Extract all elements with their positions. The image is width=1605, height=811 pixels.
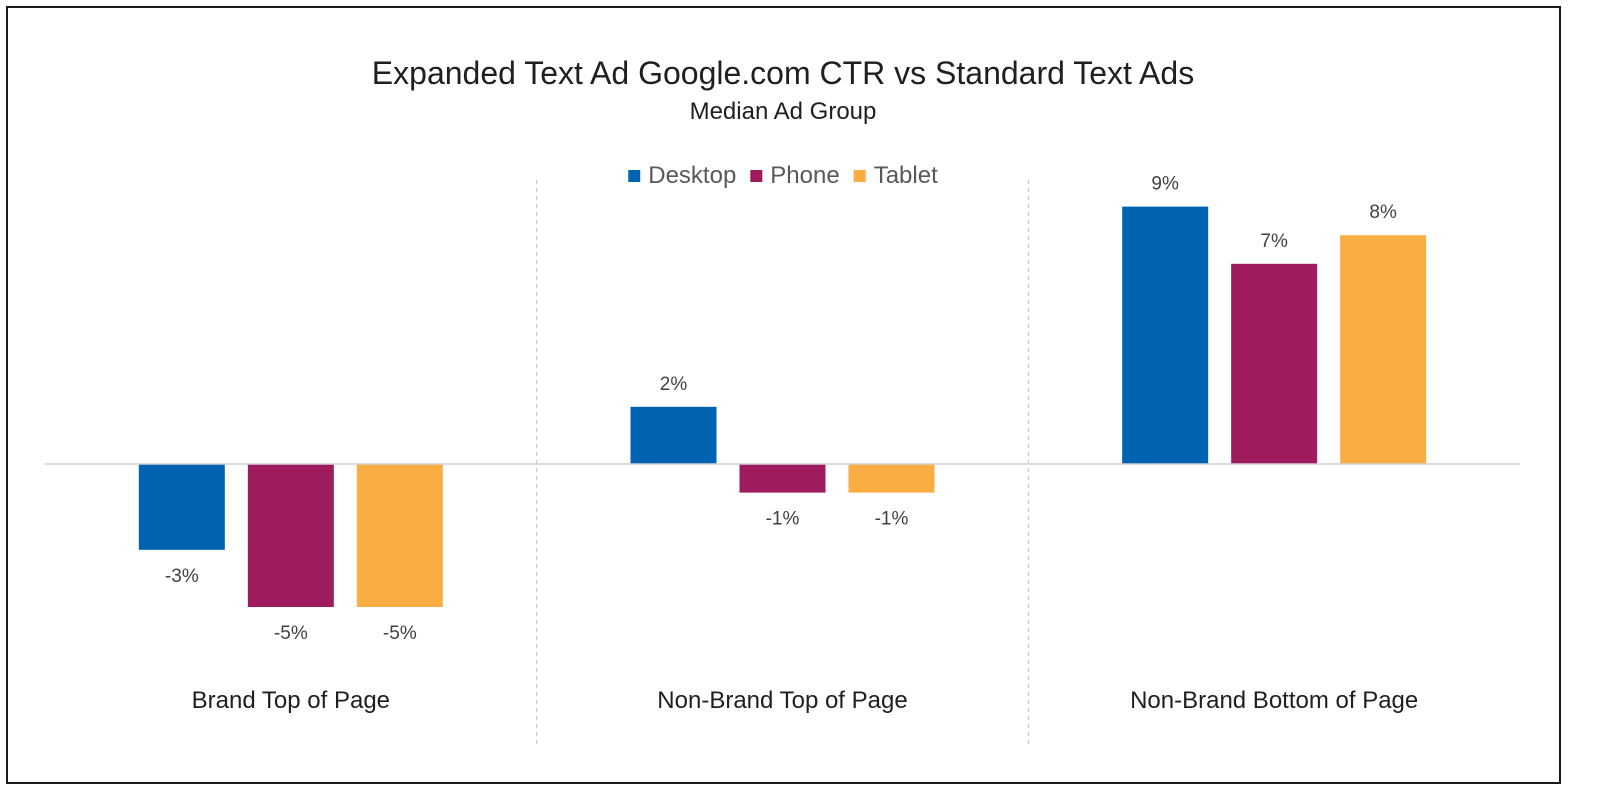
data-label-desktop-brand-top-of-page: -3% <box>165 566 199 587</box>
legend-item-desktop: Desktop <box>628 162 736 189</box>
legend-swatch-desktop <box>628 170 641 182</box>
bar-tablet-non-brand-bottom-of-page <box>1340 235 1427 464</box>
chart-title: Expanded Text Ad Google.com CTR vs Stand… <box>372 55 1194 91</box>
chart-subtitle: Median Ad Group <box>690 98 877 125</box>
legend: Desktop Phone Tablet <box>628 162 938 189</box>
data-label-tablet-non-brand-bottom-of-page: 8% <box>1369 202 1397 223</box>
bar-desktop-brand-top-of-page <box>138 464 225 550</box>
data-label-tablet-non-brand-top-of-page: -1% <box>875 509 909 530</box>
legend-item-tablet: Tablet <box>853 162 938 189</box>
data-label-desktop-non-brand-top-of-page: 2% <box>660 374 688 395</box>
bar-tablet-non-brand-top-of-page <box>848 464 935 493</box>
bar-phone-non-brand-top-of-page <box>739 464 826 493</box>
category-dividers <box>536 180 1029 745</box>
data-label-desktop-non-brand-bottom-of-page: 9% <box>1151 174 1179 195</box>
bar-phone-brand-top-of-page <box>247 464 334 607</box>
data-label-phone-non-brand-bottom-of-page: 7% <box>1260 231 1288 252</box>
legend-label-desktop: Desktop <box>648 162 736 189</box>
bar-tablet-brand-top-of-page <box>356 464 443 607</box>
category-label-brand-top-of-page: Brand Top of Page <box>192 687 390 714</box>
bar-desktop-non-brand-top-of-page <box>630 406 717 464</box>
data-labels: -3% -5% -5% 2% -1% -1% 9% 7% 8% <box>165 174 1397 644</box>
bar-phone-non-brand-bottom-of-page <box>1231 263 1318 464</box>
bars <box>138 206 1427 607</box>
category-labels: Brand Top of Page Non-Brand Top of Page No… <box>192 687 1419 714</box>
legend-item-phone: Phone <box>750 162 840 189</box>
category-label-non-brand-bottom-of-page: Non-Brand Bottom of Page <box>1130 687 1418 714</box>
data-label-phone-brand-top-of-page: -5% <box>274 623 308 644</box>
category-label-non-brand-top-of-page: Non-Brand Top of Page <box>657 687 907 714</box>
legend-label-phone: Phone <box>770 162 839 189</box>
bar-desktop-non-brand-bottom-of-page <box>1122 206 1209 464</box>
legend-swatch-phone <box>750 170 763 182</box>
legend-swatch-tablet <box>853 170 866 182</box>
legend-label-tablet: Tablet <box>874 162 938 189</box>
data-label-phone-non-brand-top-of-page: -1% <box>766 509 800 530</box>
data-label-tablet-brand-top-of-page: -5% <box>383 623 417 644</box>
